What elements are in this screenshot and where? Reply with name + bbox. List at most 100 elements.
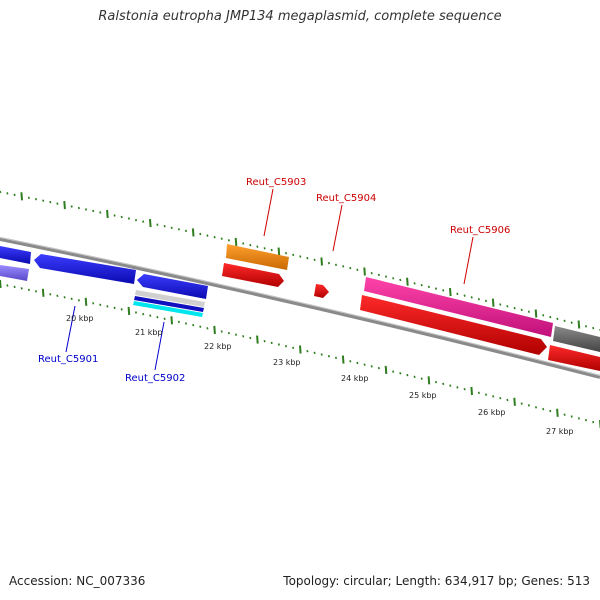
outer-track-minor-tick [313, 258, 316, 262]
inner-track-minor-tick [6, 284, 9, 287]
gene-label-c5901[interactable]: Reut_C5901 [38, 354, 98, 365]
gene-arrow-c5906[interactable] [364, 277, 553, 337]
gene-label-c5902[interactable]: Reut_C5902 [125, 373, 185, 384]
outer-track-minor-tick [484, 299, 488, 303]
gene-arrow-purple-left[interactable] [0, 265, 29, 281]
inner-track-minor-tick [292, 346, 295, 350]
outer-track-minor-tick [270, 248, 273, 252]
outer-track-minor-tick [356, 268, 359, 272]
outer-track-minor-tick [370, 271, 373, 275]
inner-track-minor-tick [320, 353, 323, 356]
inner-track-minor-tick [34, 290, 38, 293]
inner-track-minor-tick [77, 299, 80, 302]
outer-track-major-tick [106, 209, 109, 219]
outer-track-minor-tick [442, 289, 445, 292]
gene-arrow-c5902-c[interactable] [134, 296, 204, 312]
leader-c5901 [65, 305, 76, 353]
scale-label-27kbp: 27 kbp [546, 427, 574, 436]
outer-track-minor-tick [299, 255, 302, 258]
inner-track-minor-tick [477, 391, 480, 395]
inner-track-minor-tick [527, 404, 530, 407]
inner-track-major-tick [0, 279, 2, 289]
outer-track-minor-tick [49, 200, 52, 204]
outer-track-minor-tick [92, 209, 95, 213]
inner-track-minor-tick [549, 409, 552, 413]
outer-track-minor-tick [342, 265, 345, 268]
inner-track-minor-tick [20, 287, 23, 290]
inner-track-minor-tick [563, 413, 566, 416]
gene-arrow-c5902[interactable] [137, 274, 208, 299]
gene-arrow-red-right[interactable] [548, 345, 600, 371]
outer-track-major-tick [449, 288, 452, 297]
outer-track-minor-tick [113, 214, 116, 217]
outer-track-minor-tick [213, 235, 216, 239]
outer-track-minor-tick [0, 190, 2, 194]
inner-track-minor-tick [284, 344, 288, 348]
outer-track-minor-tick [463, 294, 466, 297]
outer-track-major-tick [63, 201, 66, 210]
inner-track-minor-tick [406, 373, 409, 377]
gene-label-c5906[interactable]: Reut_C5906 [450, 225, 510, 236]
inner-track-minor-tick [492, 395, 495, 398]
inner-track-minor-tick [349, 360, 352, 363]
outer-track-minor-tick [56, 202, 59, 205]
inner-track-minor-tick [120, 308, 123, 311]
inner-track-minor-tick [592, 420, 595, 424]
outer-track-minor-tick [263, 247, 266, 250]
gene-arrow-c5904[interactable] [314, 284, 329, 298]
outer-track-minor-tick [513, 306, 516, 310]
outer-track-minor-tick [592, 326, 595, 330]
inner-track-minor-tick [306, 349, 309, 353]
outer-track-minor-tick [456, 292, 459, 296]
inner-track-minor-tick [206, 327, 209, 330]
inner-track-minor-tick [249, 336, 252, 340]
gene-arrow-blue-left[interactable] [0, 246, 31, 264]
inner-track-minor-tick [134, 311, 138, 314]
gene-arrow-red-long[interactable] [360, 295, 547, 355]
gene-arrow-gray-right[interactable] [553, 326, 600, 352]
inner-track-minor-tick [499, 396, 502, 400]
gene-arrow-c5903-red[interactable] [222, 263, 284, 287]
gene-arrow-c5902-b[interactable] [135, 290, 205, 307]
gene-arrow-c5901[interactable] [34, 254, 136, 284]
outer-track-minor-tick [470, 296, 473, 299]
outer-track-minor-tick [427, 285, 430, 289]
accession-text: Accession: NC_007336 [9, 574, 146, 588]
inner-track-major-tick [384, 365, 388, 374]
map-title: Ralstonia eutropha JMP134 megaplasmid, c… [98, 9, 502, 24]
outer-track-minor-tick [42, 199, 45, 202]
inner-track-major-tick [470, 386, 473, 396]
inner-track-minor-tick [27, 288, 30, 292]
outer-track-minor-tick [127, 217, 130, 220]
scale-label-26kbp: 26 kbp [478, 408, 506, 417]
gene-label-c5904[interactable]: Reut_C5904 [316, 193, 376, 204]
gene-arrow-c5903[interactable] [226, 244, 289, 270]
outer-track-major-tick [491, 298, 495, 307]
inner-track-major-tick [213, 325, 216, 334]
gene-label-c5903[interactable]: Reut_C5903 [246, 177, 306, 188]
inner-track-minor-tick [242, 335, 245, 338]
inner-track-minor-tick [506, 398, 509, 402]
inner-track-minor-tick [377, 366, 380, 370]
gene-arrow-c5902-d[interactable] [133, 301, 203, 317]
inner-track-minor-tick [184, 322, 188, 325]
outer-track-minor-tick [34, 197, 38, 201]
outer-track-minor-tick [6, 192, 9, 195]
outer-track-minor-tick [27, 196, 30, 200]
scale-label-25kbp: 25 kbp [409, 391, 437, 400]
outer-track-minor-tick [99, 211, 102, 214]
inner-track-minor-tick [399, 372, 402, 375]
outer-track-minor-tick [420, 283, 423, 287]
inner-track-minor-tick [520, 402, 523, 405]
outer-track-minor-tick [199, 232, 202, 236]
inner-track-major-tick [127, 306, 131, 316]
inner-track-minor-tick [142, 312, 145, 316]
inner-track-minor-tick [192, 323, 195, 327]
inner-track-minor-tick [542, 407, 545, 411]
outer-track-major-tick [234, 237, 238, 246]
outer-track-minor-tick [184, 229, 188, 233]
inner-track-minor-tick [449, 384, 452, 387]
scale-label-23kbp: 23 kbp [273, 358, 301, 367]
scale-label-20kbp: 20 kbp [66, 314, 94, 323]
